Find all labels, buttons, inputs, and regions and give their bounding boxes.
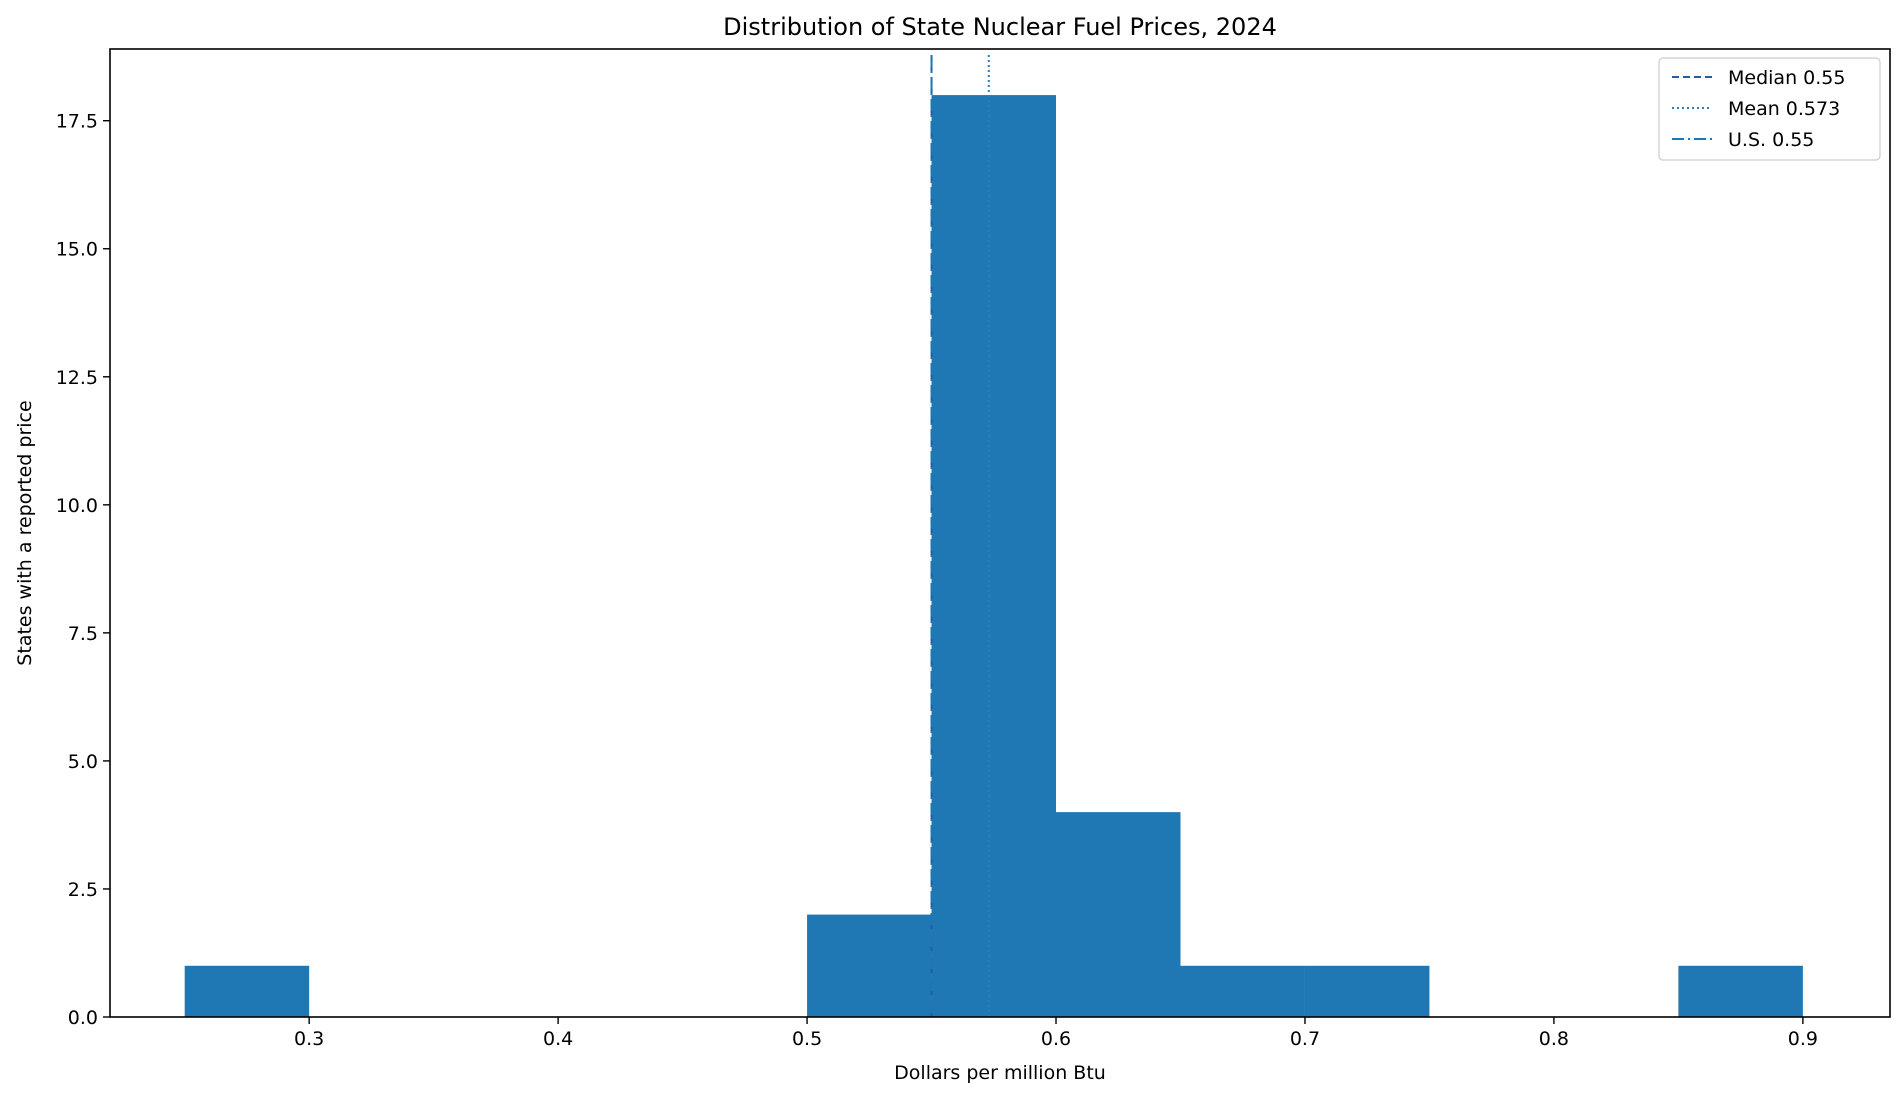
- x-tick-label: 0.3: [294, 1028, 324, 1050]
- legend-label: U.S. 0.55: [1728, 129, 1814, 151]
- histogram-bar-6: [931, 95, 1057, 1018]
- y-tick-label: 12.5: [56, 367, 98, 389]
- histogram-bar-0: [184, 965, 310, 1017]
- legend-entries: Median 0.55 Mean 0.573 U.S. 0.55: [1672, 67, 1845, 151]
- x-tick-label: 0.6: [1041, 1028, 1071, 1050]
- x-tick-label: 0.9: [1788, 1028, 1818, 1050]
- histogram-bar-12: [1678, 965, 1803, 1017]
- x-axis-label: Dollars per million Btu: [894, 1062, 1106, 1084]
- x-axis-ticks: 0.3 0.4 0.5 0.6 0.7 0.8 0.9: [294, 1017, 1818, 1050]
- y-tick-label: 10.0: [56, 495, 98, 517]
- y-tick-label: 2.5: [68, 879, 98, 901]
- plot-frame: [109, 48, 1891, 1018]
- histogram-bar-5: [807, 914, 932, 1017]
- y-tick-label: 7.5: [68, 623, 98, 645]
- x-tick-label: 0.8: [1539, 1028, 1569, 1050]
- y-tick-label: 15.0: [56, 239, 98, 261]
- legend-label: Mean 0.573: [1728, 98, 1840, 120]
- histogram-bar-7: [1056, 812, 1181, 1017]
- bars-layer: [184, 95, 1803, 1018]
- y-tick-label: 5.0: [68, 751, 98, 773]
- reference-lines-layer: [930, 55, 990, 1017]
- y-axis-ticks: 0.0 2.5 5.0 7.5 10.0 12.5 15.0 17.5: [56, 111, 110, 1029]
- x-tick-label: 0.5: [792, 1028, 822, 1050]
- histogram-bar-8: [1180, 965, 1305, 1017]
- y-tick-label: 0.0: [68, 1007, 98, 1029]
- y-axis-label: States with a reported price: [14, 400, 36, 665]
- legend-label: Median 0.55: [1728, 67, 1845, 89]
- legend-box: [1658, 57, 1881, 161]
- y-tick-label: 17.5: [56, 111, 98, 133]
- x-tick-label: 0.4: [543, 1028, 573, 1050]
- histogram-bar-9: [1304, 965, 1430, 1017]
- x-tick-label: 0.7: [1290, 1028, 1320, 1050]
- legend: Median 0.55 Mean 0.573 U.S. 0.55: [1658, 57, 1881, 161]
- chart-title: Distribution of State Nuclear Fuel Price…: [723, 13, 1277, 41]
